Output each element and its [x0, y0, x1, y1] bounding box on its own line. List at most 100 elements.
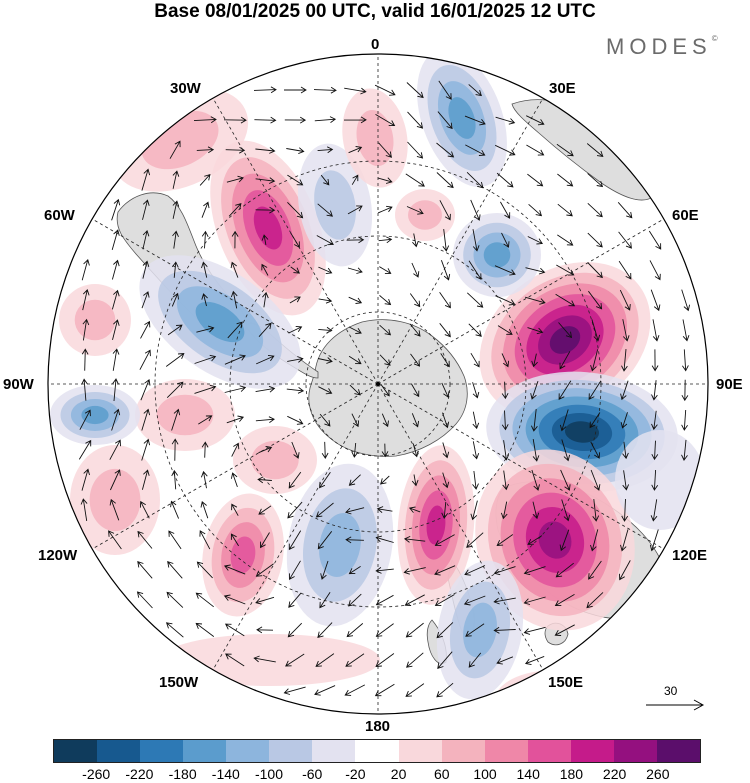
wind-arrow [589, 412, 601, 429]
wind-arrow [439, 292, 451, 309]
wind-arrow [141, 469, 150, 490]
wind-arrow [225, 146, 246, 154]
vector-scale-label: 30 [664, 684, 678, 698]
wind-arrow [651, 440, 659, 461]
wind-arrow [286, 147, 305, 155]
wind-arrow [171, 469, 179, 490]
wind-arrow [287, 174, 304, 186]
wind-arrow [321, 441, 329, 459]
wind-arrow [620, 529, 629, 552]
wind-arrow [81, 468, 90, 491]
wind-arrow [618, 231, 632, 249]
wind-arrow [261, 263, 269, 276]
wind-arrow [649, 260, 661, 281]
wind-arrow [470, 352, 480, 368]
wind-arrow [193, 116, 217, 124]
colorbar-tick-label: -20 [345, 766, 366, 782]
wind-arrow [287, 356, 304, 363]
wind-arrow [167, 324, 183, 336]
wind-arrow [495, 116, 516, 125]
wind-arrow [524, 655, 545, 666]
wind-arrow [495, 295, 516, 306]
anomaly-contour [448, 97, 476, 139]
wind-arrow [253, 655, 276, 663]
wind-arrow [227, 321, 243, 339]
wind-arrow [318, 326, 333, 334]
colorbar-tick-label: 180 [559, 766, 584, 782]
wind-arrow [620, 380, 629, 401]
anomaly-contour [81, 405, 109, 425]
colorbar-tick-label: -220 [125, 766, 154, 782]
wind-arrow [502, 470, 510, 491]
wind-arrow [108, 530, 122, 550]
wind-arrow [411, 262, 420, 278]
wind-arrow [255, 385, 276, 393]
wind-arrow [561, 499, 571, 522]
lon-label-30e: 30E [549, 80, 576, 97]
wind-arrow [466, 292, 484, 308]
wind-arrow [523, 626, 546, 635]
wind-arrow [556, 264, 575, 276]
wind-arrow [111, 198, 121, 221]
wind-arrow [556, 143, 574, 157]
wind-arrow [619, 560, 631, 581]
wind-arrow [319, 413, 331, 427]
wind-arrow [256, 626, 274, 634]
wind-arrow [436, 172, 454, 189]
wind-arrow [470, 500, 478, 521]
wind-arrow [622, 441, 629, 460]
wind-arrow [228, 203, 242, 217]
wind-arrow [374, 84, 396, 96]
wind-arrow [621, 498, 629, 522]
wind-arrow [345, 653, 365, 667]
wind-arrow [224, 385, 247, 393]
wind-arrow [472, 441, 480, 460]
wind-arrow [230, 533, 239, 547]
wind-arrow [111, 229, 120, 251]
wind-arrow [165, 622, 184, 638]
colorbar-tick-label: 220 [602, 766, 627, 782]
wind-arrow [406, 206, 424, 215]
wind-arrow [497, 325, 513, 335]
wind-arrow [314, 116, 337, 123]
wind-arrow [500, 501, 508, 520]
colorbar-segment [140, 740, 184, 762]
wind-arrow [288, 325, 303, 334]
wind-arrow [231, 503, 239, 516]
longitude-line [212, 98, 379, 385]
wind-arrow [410, 383, 420, 398]
colorbar-segment [484, 740, 528, 762]
wind-arrow [681, 409, 688, 431]
wind-arrow [406, 82, 424, 99]
wind-arrow [284, 86, 307, 94]
wind-arrow [199, 173, 211, 186]
colorbar-segment [269, 740, 313, 762]
longitude-line [377, 218, 664, 385]
wind-arrow [651, 469, 659, 491]
wind-arrow [169, 140, 181, 159]
anomaly-contour [253, 206, 283, 250]
wind-arrow [592, 499, 600, 522]
wind-arrow [258, 505, 272, 515]
anomaly-contour [251, 440, 299, 480]
colorbar-tick-label: 140 [516, 766, 540, 782]
colorbar-tick-label: 60 [434, 766, 450, 782]
colorbar-segment [183, 740, 227, 762]
anomaly-contour [615, 430, 705, 530]
wind-arrow [586, 143, 604, 158]
wind-arrow [407, 111, 424, 129]
wind-arrow [590, 529, 599, 552]
wind-arrow [590, 441, 601, 459]
wind-arrow [527, 236, 543, 245]
wind-arrow [650, 289, 661, 312]
wind-arrow [317, 357, 333, 364]
map-boundary [47, 53, 709, 715]
anomaly-contour [230, 536, 256, 574]
wind-arrow [558, 380, 572, 401]
wind-arrow [532, 439, 540, 462]
wind-arrow [587, 262, 603, 279]
wind-arrow [255, 147, 276, 154]
wind-arrow [619, 289, 631, 311]
wind-arrow [344, 87, 367, 95]
